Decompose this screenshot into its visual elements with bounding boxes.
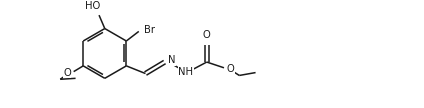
Text: Br: Br <box>144 25 155 34</box>
Text: N: N <box>167 55 175 65</box>
Text: O: O <box>227 64 234 74</box>
Text: NH: NH <box>178 67 193 77</box>
Text: O: O <box>63 68 71 78</box>
Text: O: O <box>203 30 211 40</box>
Text: HO: HO <box>85 1 100 11</box>
